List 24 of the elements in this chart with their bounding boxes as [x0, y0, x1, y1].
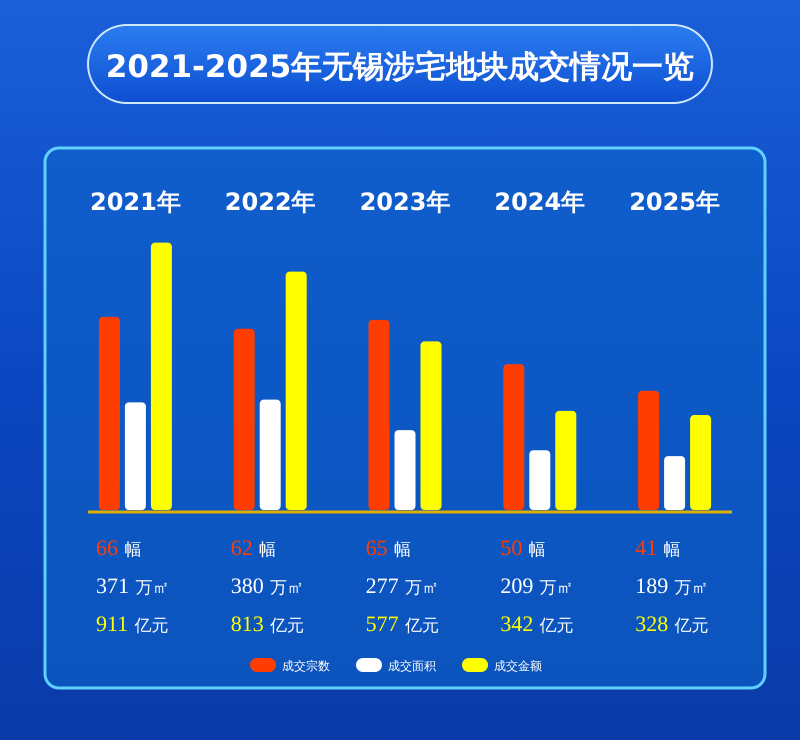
legend-label: 成交金额 [494, 659, 542, 673]
data-label: 50 幅 [500, 535, 546, 560]
data-label: 62 幅 [230, 535, 276, 560]
chart-title: 2021-2025年无锡涉宅地块成交情况一览 [106, 49, 694, 85]
data-label: 380 万㎡ [230, 573, 304, 598]
data-label: 41 幅 [635, 535, 680, 560]
data-label: 209 万㎡ [500, 573, 574, 598]
data-label: 911 亿元 [96, 611, 168, 636]
x-tick-label: 2023年 [360, 188, 450, 216]
data-label: 277 万㎡ [366, 573, 439, 598]
data-label: 813 亿元 [230, 611, 304, 636]
data-label: 342 亿元 [500, 611, 574, 636]
x-tick-label: 2025年 [629, 188, 720, 216]
data-label: 65 幅 [366, 535, 411, 560]
data-label: 577 亿元 [366, 611, 439, 636]
x-tick-label: 2024年 [494, 188, 586, 216]
x-tick-label: 2022年 [224, 188, 316, 216]
data-label: 371 万㎡ [96, 573, 170, 598]
legend-label: 成交宗数 [282, 659, 330, 673]
legend-label: 成交面积 [388, 659, 436, 673]
x-tick-label: 2021年 [90, 188, 181, 216]
data-label: 328 亿元 [635, 611, 708, 636]
data-label: 66 幅 [96, 535, 142, 560]
data-label: 189 万㎡ [635, 573, 708, 598]
